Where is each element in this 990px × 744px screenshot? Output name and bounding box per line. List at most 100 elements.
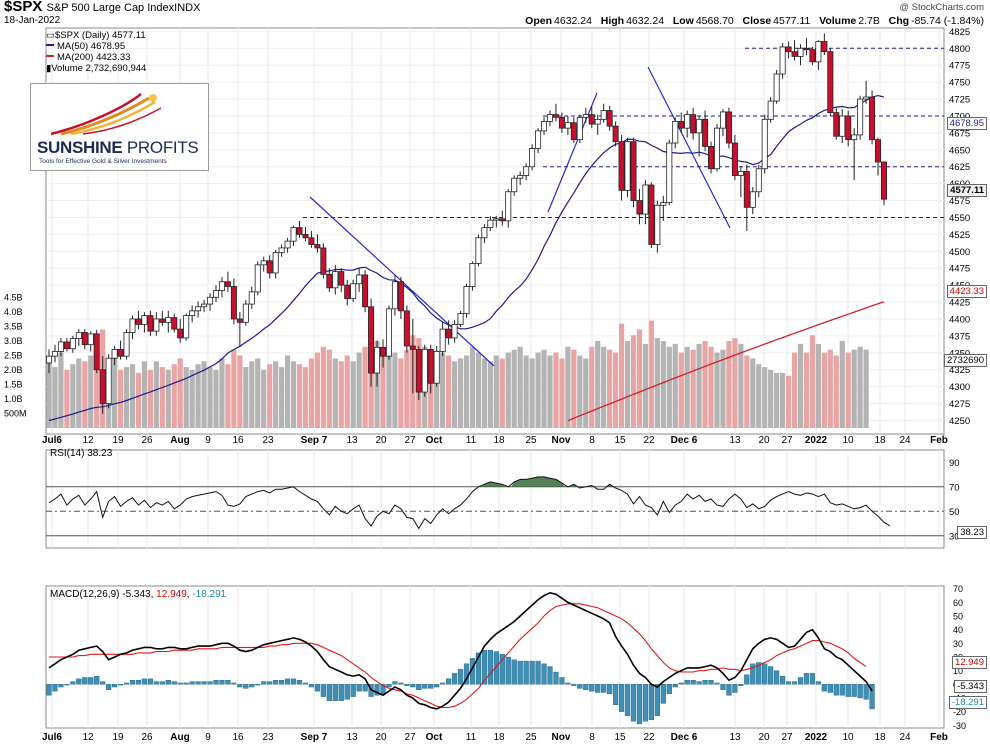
candle-body [111,349,118,359]
macd-hist-bar [624,684,631,716]
volume-bar [774,372,780,428]
macd-hist-bar [547,666,553,685]
macd-hist-bar [183,682,189,685]
candle-body [708,146,715,170]
candle-body [833,112,840,137]
candle-body [427,349,434,384]
volume-bar [839,341,845,428]
candle-body [212,290,219,298]
macd-hist-bar [440,682,446,685]
open-value: 4632.24 [554,15,592,27]
volume-bar [243,367,249,428]
candle-body [195,306,202,312]
rsi-tick-label: 50 [949,507,960,518]
x-tick-label-bottom: Dec 6 [671,732,698,743]
candle-body [588,114,595,125]
macd-hist-bar [660,684,666,704]
exchange: INDX [174,2,201,14]
volume-bar [434,358,440,428]
macd-hist-bar [791,681,798,685]
volume-bar [684,346,690,428]
volume-bar [440,352,446,428]
macd-hist-bar [726,684,732,696]
volume-bar [577,355,583,428]
x-tick-label: Dec 6 [671,435,698,446]
x-tick-label: 25 [525,435,537,446]
volume-bar [177,358,183,428]
macd-hist-bar [869,684,875,710]
price-tick-label: 4675 [949,128,970,139]
candle-body [558,116,565,129]
candle-body [338,271,345,286]
candle-body [767,100,774,120]
macd-hist-bar [523,660,529,685]
volume-bar [630,335,637,428]
candle-body [415,349,422,393]
candle-body [153,318,160,332]
macd-hist-bar [159,681,165,685]
candle-body [672,120,679,144]
ma50-line [48,94,885,422]
volume-bar [517,346,523,428]
x-tick-label: 23 [262,435,274,446]
candle-body [93,333,100,371]
x-tick-label-bottom: 10 [842,732,854,743]
volume-bar [613,352,619,428]
volume-bar [320,346,326,428]
candle-body [785,46,792,53]
open-label: Open [525,15,553,27]
candle-body [821,41,828,53]
x-tick-label: 2022 [805,435,828,446]
x-tick-label: 20 [375,435,387,446]
macd-hist-bar [827,684,833,693]
volume-tick-label: 1.0B [4,394,23,404]
candle-body [719,111,726,129]
candle-body [475,237,482,264]
macd-hist-bar [666,684,672,695]
macd-hist-bar [487,649,493,685]
macd-hist-bar [129,680,136,685]
candle-body [463,286,470,314]
macd-hist-bar [362,684,368,692]
macd-hist-bar [451,673,458,685]
macd-hist-bar [642,684,649,722]
volume-bar [762,367,768,428]
price-tick-label: 4775 [949,61,970,72]
macd-line [48,591,873,710]
high-label: High [600,15,625,27]
candle-body [433,351,440,384]
volume-bar [636,329,643,428]
candle-body [505,191,512,222]
macd-hist-bar [601,684,607,693]
volume-bar [76,358,82,428]
volume-bar [595,341,601,428]
candle-body [624,141,631,191]
volume-bar [153,361,159,428]
volume-bar [255,358,261,428]
macd-hist-bar [82,677,88,685]
candle-body [46,355,53,364]
price-tick-label: 4625 [949,162,970,173]
macd-hist-bar [565,682,571,685]
macd-hist-bar [177,682,183,685]
candle-body [75,332,82,339]
volume-bar [398,358,404,428]
candle-body [409,345,416,350]
candle-body [350,283,357,300]
volume-bar [88,355,94,428]
macd-hist-bar [434,684,440,688]
volume-bar [672,343,678,428]
tag-macd: -5.343 [954,680,987,693]
macd-hist-bar [768,666,774,685]
volume-tick-label: 4.5B [4,293,23,303]
candle-body [737,171,744,176]
macd-hist-bar [511,659,517,685]
volume-bar [296,364,303,428]
x-tick-label: Nov [552,435,571,446]
x-tick-label-bottom: 27 [781,732,793,743]
price-tick-label: 4425 [949,298,970,309]
candle-body [469,263,476,287]
price-tick-label: 4300 [949,382,970,393]
legend-symbol: ▭$SPX (Daily) 4577.11 [46,30,146,41]
